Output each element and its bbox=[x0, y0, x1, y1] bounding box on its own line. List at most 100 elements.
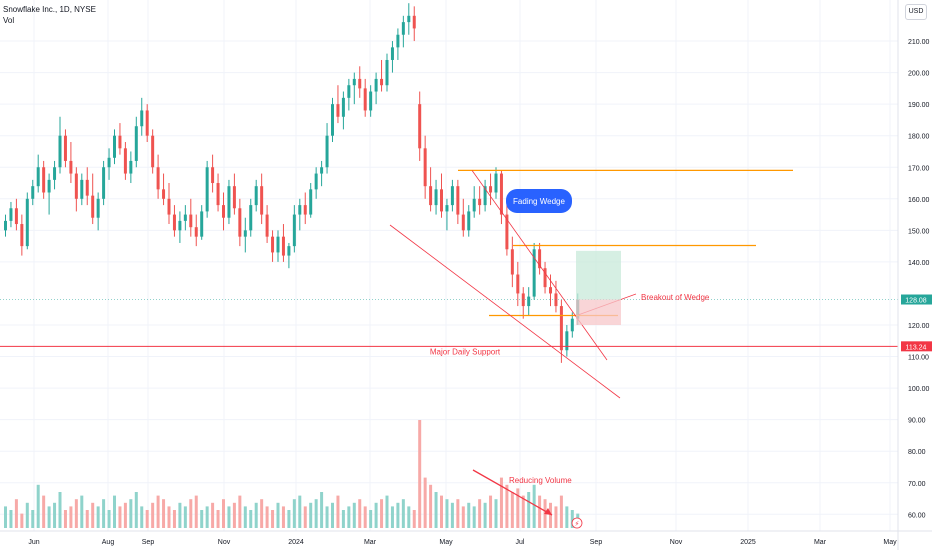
candle-body bbox=[510, 249, 514, 275]
volume-bar bbox=[31, 510, 35, 528]
candle-body bbox=[401, 22, 405, 35]
volume-bar bbox=[140, 506, 144, 528]
volume-bar bbox=[53, 502, 57, 528]
candle-body bbox=[456, 186, 460, 215]
volume-bar bbox=[276, 502, 280, 528]
candle-body bbox=[369, 91, 373, 111]
candle-body bbox=[423, 148, 427, 187]
candle-body bbox=[85, 179, 89, 196]
volume-bar bbox=[91, 502, 95, 528]
candle-body bbox=[559, 306, 563, 351]
candle-body bbox=[25, 198, 29, 247]
candle-body bbox=[549, 287, 552, 294]
candle-body bbox=[292, 214, 296, 247]
volume-bar bbox=[4, 506, 7, 528]
volume-bar bbox=[9, 510, 13, 528]
breakout-annotation: Breakout of Wedge bbox=[641, 293, 710, 302]
candle-body bbox=[412, 15, 416, 29]
volume-bar bbox=[472, 506, 476, 528]
x-tick-label: Jul bbox=[516, 539, 525, 546]
candle-body bbox=[162, 189, 166, 199]
support-price-badge bbox=[901, 341, 932, 352]
candle-body bbox=[440, 189, 443, 212]
y-tick-label: 60.00 bbox=[908, 512, 926, 519]
candle-body bbox=[358, 78, 362, 89]
y-tick-label: 160.00 bbox=[908, 197, 930, 204]
candle-body bbox=[418, 104, 422, 149]
candle-body bbox=[156, 167, 160, 190]
candle-body bbox=[216, 183, 220, 206]
y-tick-label: 70.00 bbox=[908, 481, 926, 488]
volume-bar bbox=[358, 499, 362, 528]
candle-body bbox=[363, 88, 367, 111]
volume-bar bbox=[314, 499, 318, 528]
profit-zone bbox=[576, 250, 621, 300]
volume-bar bbox=[423, 477, 427, 528]
fading-wedge-badge bbox=[506, 189, 572, 213]
volume-bar bbox=[532, 484, 536, 528]
candle-body bbox=[178, 220, 182, 231]
y-tick-label: 120.00 bbox=[908, 323, 930, 330]
volume-bar bbox=[200, 510, 204, 528]
candle-body bbox=[499, 173, 503, 215]
candle-body bbox=[396, 34, 400, 48]
candle-body bbox=[483, 186, 487, 206]
volume-bar bbox=[232, 502, 236, 528]
arrow-head-icon bbox=[544, 508, 552, 515]
candle-body bbox=[102, 167, 106, 199]
volume-bar bbox=[412, 510, 416, 528]
candle-body bbox=[42, 167, 46, 193]
candle-body bbox=[74, 173, 78, 199]
candle-body bbox=[320, 167, 324, 174]
volume-bar bbox=[47, 506, 51, 528]
x-tick-label: 2025 bbox=[740, 539, 756, 546]
reducing-volume-arrow bbox=[472, 469, 553, 516]
volume-bar bbox=[69, 506, 73, 528]
volume-bar bbox=[123, 502, 127, 528]
event-marker-icon bbox=[571, 517, 583, 529]
volume-bar bbox=[172, 510, 176, 528]
candle-body bbox=[167, 198, 171, 215]
volume-bar bbox=[385, 495, 389, 528]
volume-bar bbox=[363, 506, 367, 528]
candle-body bbox=[172, 214, 176, 231]
candle-body bbox=[380, 78, 384, 86]
candle-body bbox=[521, 293, 525, 307]
volume-bar bbox=[238, 495, 242, 528]
y-tick-label: 180.00 bbox=[908, 134, 930, 141]
candle-body bbox=[390, 47, 394, 60]
support-annotation: Major Daily Support bbox=[430, 347, 501, 356]
candle-body bbox=[407, 15, 411, 23]
y-tick-label: 150.00 bbox=[908, 228, 930, 235]
volume-bar bbox=[440, 495, 443, 528]
volume-bar bbox=[450, 502, 454, 528]
time-axis[interactable]: Jun Aug Sep Nov 2024 Mar May Jul Sep Nov 2025 Mar Ma… bbox=[0, 530, 932, 546]
volume-bar bbox=[25, 502, 29, 528]
candle-body bbox=[271, 236, 275, 253]
fading-wedge-label: Fading Wedge bbox=[513, 197, 565, 206]
candle-body bbox=[434, 189, 438, 206]
candle-body bbox=[314, 173, 318, 190]
candle-body bbox=[69, 160, 73, 174]
volume-bar bbox=[559, 495, 563, 528]
volume-bar bbox=[129, 499, 133, 528]
volume-bar bbox=[331, 502, 334, 528]
volume-bar bbox=[538, 495, 542, 528]
volume-bar bbox=[461, 506, 465, 528]
candle-body bbox=[445, 205, 449, 212]
candle-body bbox=[63, 135, 67, 161]
candle-body bbox=[450, 186, 454, 206]
candle-body bbox=[9, 208, 13, 221]
candle-body bbox=[211, 167, 215, 184]
volume-bar bbox=[58, 492, 62, 528]
lightning-icon: ⚡ bbox=[575, 520, 580, 528]
candle-body bbox=[183, 214, 187, 221]
candle-body bbox=[325, 135, 329, 168]
price-axis[interactable]: 60.00 70.00 80.00 90.00 100.00 110.00 120.00 14… bbox=[897, 0, 930, 550]
last-price-badge bbox=[901, 294, 932, 305]
candle-body bbox=[151, 135, 155, 168]
currency-selector[interactable]: USD bbox=[905, 4, 927, 20]
volume-bar bbox=[271, 510, 275, 528]
volume-bar bbox=[227, 506, 231, 528]
